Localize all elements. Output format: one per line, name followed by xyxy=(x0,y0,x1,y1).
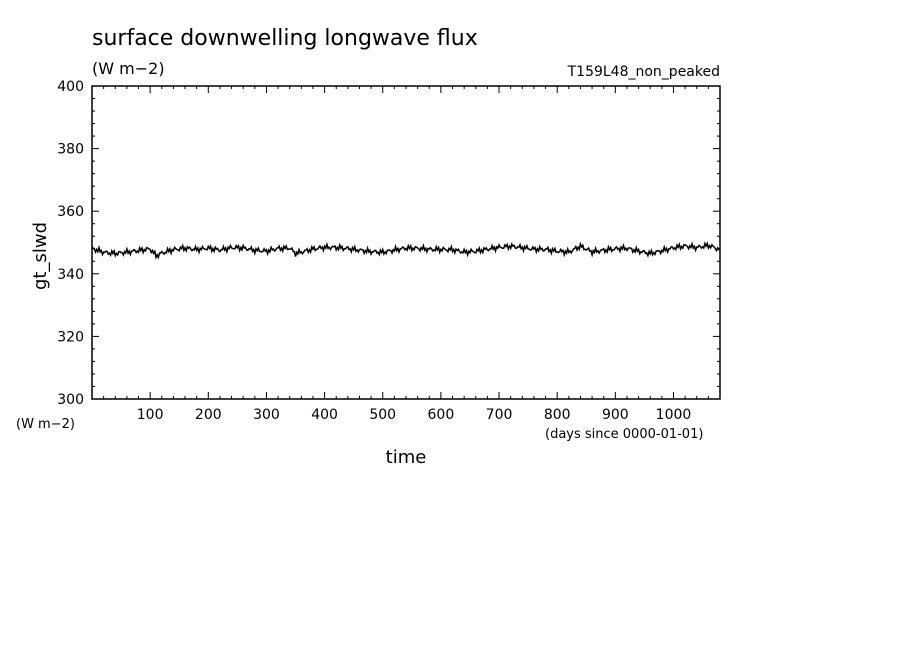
y-tick-label: 400 xyxy=(57,79,84,95)
y-tick-label: 300 xyxy=(57,392,84,408)
series-line xyxy=(91,241,721,260)
x-tick-label: 1000 xyxy=(656,407,692,423)
run-label: T159L48_non_peaked xyxy=(567,64,720,80)
plot-frame xyxy=(91,85,721,400)
x-tick-label: 700 xyxy=(486,407,513,423)
x-axis-title: time xyxy=(386,447,427,468)
x-tick-label: 500 xyxy=(369,407,396,423)
y-axis: 300 320 340 360 380 400 xyxy=(57,79,720,408)
x-tick-label: 800 xyxy=(544,407,571,423)
x-tick-label: 900 xyxy=(602,407,629,423)
x-tick-label: 400 xyxy=(311,407,338,423)
y-axis-title: gt_slwd xyxy=(30,222,51,290)
y-tick-label: 360 xyxy=(57,204,84,220)
x-axis-units: (days since 0000-01-01) xyxy=(545,427,703,442)
x-axis: 100 200 300 400 500 600 700 800 900 1000 xyxy=(91,86,721,423)
chart-title: surface downwelling longwave flux xyxy=(92,26,478,51)
y-tick-label: 320 xyxy=(57,329,84,345)
y-tick-label: 380 xyxy=(57,142,84,158)
x-tick-label: 200 xyxy=(195,407,222,423)
x-tick-label: 300 xyxy=(253,407,280,423)
x-tick-label: 100 xyxy=(137,407,164,423)
y-axis-units: (W m−2) xyxy=(16,417,75,432)
x-tick-label: 600 xyxy=(428,407,455,423)
chart-subtitle: (W m−2) xyxy=(92,59,165,78)
y-tick-label: 340 xyxy=(57,267,84,283)
